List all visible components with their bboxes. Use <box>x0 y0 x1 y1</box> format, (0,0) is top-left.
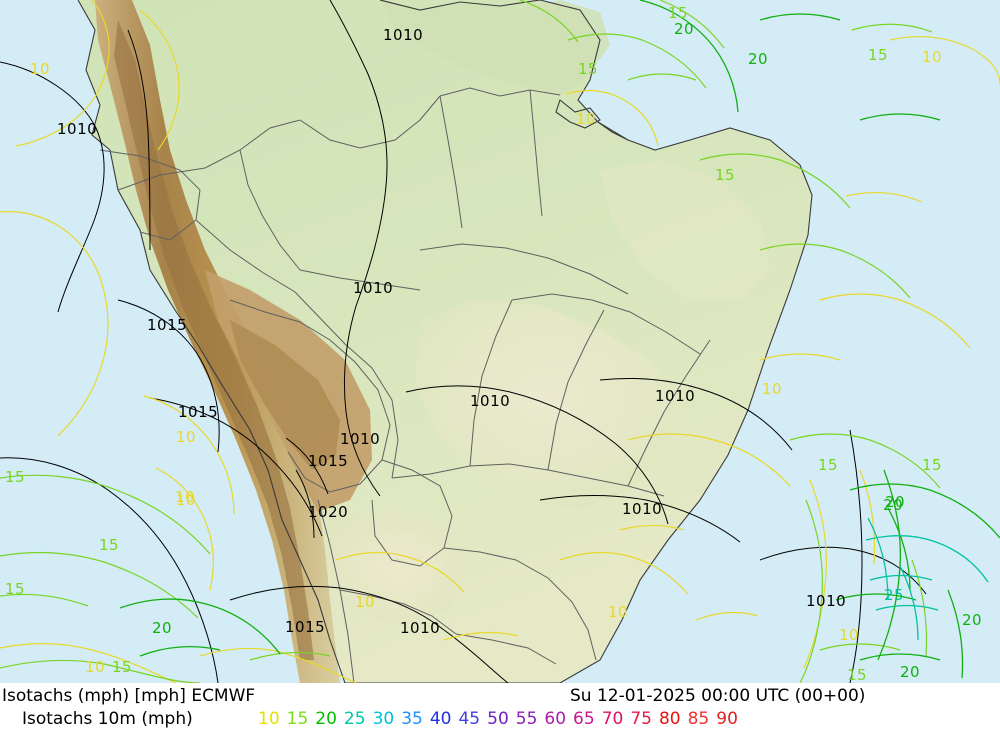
scale-stop-40: 40 <box>429 709 452 729</box>
isotach-contour-20 <box>119 0 1000 679</box>
isobar-layer <box>0 0 927 683</box>
scale-stop-80: 80 <box>658 709 681 729</box>
scale-stop-55: 55 <box>515 709 538 729</box>
scale-stop-60: 60 <box>544 709 567 729</box>
scale-stop-20: 20 <box>315 709 337 729</box>
footer-legend: Isotachs (mph) [mph] ECMWF Su 12-01-2025… <box>0 683 1000 733</box>
map-canvas[interactable]: 1010 1010 1015 1015 1010 1010 1015 1020 1010 1010… <box>0 0 1000 683</box>
scale-stop-30: 30 <box>372 709 395 729</box>
scale-stop-70: 70 <box>601 709 624 729</box>
product-title: Isotachs (mph) [mph] ECMWF <box>2 686 256 706</box>
scale-stop-90: 90 <box>716 709 738 729</box>
scale-stop-75: 75 <box>630 709 652 729</box>
isotach-contour-10 <box>0 0 1000 683</box>
isotach-contour-25 <box>865 517 989 641</box>
scale-stop-25: 25 <box>343 709 366 729</box>
scale-stop-10: 10 <box>258 709 280 729</box>
isotach-contour-15 <box>0 0 941 683</box>
scale-stop-50: 50 <box>487 709 509 729</box>
map-graphics <box>0 0 1000 683</box>
scale-stop-45: 45 <box>458 709 481 729</box>
scale-stop-85: 85 <box>687 709 710 729</box>
forecast-datetime: Su 12-01-2025 00:00 UTC (00+00) <box>570 686 866 706</box>
scale-stop-15: 15 <box>286 709 309 729</box>
scale-stop-35: 35 <box>401 709 423 729</box>
landmass-south-america <box>78 0 812 683</box>
scale-stop-65: 65 <box>573 709 595 729</box>
coastline-layer <box>77 0 813 683</box>
product-subtitle: Isotachs 10m (mph) <box>22 709 193 729</box>
isotach-color-scale: 10 15 20 25 30 35 40 45 50 55 60 65 70 75 80 85 90 <box>258 711 745 728</box>
country-borders-layer <box>99 87 711 683</box>
